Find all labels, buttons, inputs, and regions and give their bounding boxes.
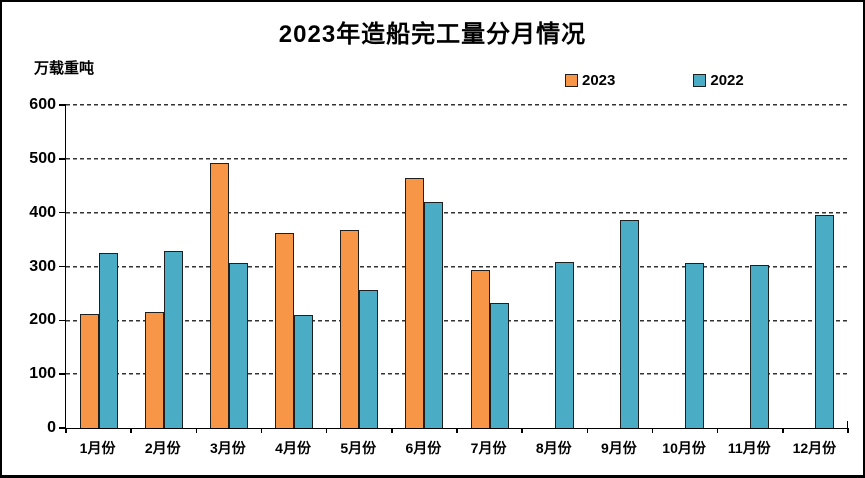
bar-2023-1月份 (79, 314, 99, 428)
bar-2022-5月份 (359, 290, 379, 428)
x-tick-8 (586, 428, 589, 433)
bar-2022-3月份 (228, 262, 248, 428)
y-tick-300 (59, 265, 66, 268)
x-tick-1 (130, 428, 132, 433)
x-axis-label-1月份: 1月份 (79, 440, 116, 456)
x-tick-7 (521, 428, 523, 433)
y-tick-200 (59, 319, 66, 322)
y-axis-label-500: 500 (29, 149, 56, 167)
y-axis-unit-label: 万载重吨 (34, 60, 95, 77)
y-axis-label-600: 600 (29, 96, 56, 113)
legend-item-2022: 2022 (693, 72, 744, 89)
x-tick-2 (195, 428, 198, 433)
y-axis-label-300: 300 (29, 257, 56, 275)
bar-2023-7月份 (470, 269, 490, 428)
gridline-200 (66, 319, 848, 322)
x-tick-5 (391, 428, 393, 433)
x-axis-label-2月份: 2月份 (144, 440, 181, 456)
y-axis-label-100: 100 (29, 365, 56, 383)
legend-swatch-2023 (565, 74, 578, 87)
x-tick-0 (65, 428, 67, 433)
gridline-600 (66, 104, 848, 107)
y-tick-400 (59, 211, 66, 214)
gridline-500 (66, 158, 848, 161)
bar-2022-9月份 (619, 220, 639, 428)
chart-title: 2023年造船完工量分月情况 (278, 21, 587, 48)
gridline-400 (66, 211, 848, 214)
bar-2022-4月份 (294, 314, 314, 428)
y-tick-500 (59, 158, 66, 160)
y-tick-100 (59, 373, 66, 375)
legend-swatch-2022 (693, 74, 707, 87)
x-axis-label-4月份: 4月份 (275, 440, 311, 456)
legend: 2023 2022 (565, 72, 744, 89)
legend-label-2022: 2022 (710, 72, 744, 89)
x-axis-label-8月份: 8月份 (535, 440, 572, 456)
bar-2022-10月份 (685, 262, 705, 428)
x-tick-6 (456, 428, 458, 433)
y-axis-label-200: 200 (29, 311, 56, 329)
bar-2023-4月份 (275, 232, 295, 428)
x-axis-label-12月份: 12月份 (792, 440, 837, 456)
x-tick-3 (260, 428, 263, 433)
x-axis-label-3月份: 3月份 (210, 440, 246, 456)
bar-2023-6月份 (405, 177, 425, 428)
gridline-300 (66, 265, 848, 268)
x-tick-4 (325, 428, 328, 433)
x-tick-10 (716, 428, 719, 433)
x-tick-9 (651, 428, 654, 433)
bar-2022-2月份 (163, 251, 183, 428)
x-axis-label-7月份: 7月份 (470, 440, 507, 456)
bar-2022-6月份 (424, 201, 444, 428)
y-tick-600 (59, 104, 66, 106)
y-tick-0 (59, 427, 66, 429)
y-axis-label-0: 0 (47, 419, 56, 436)
x-axis-label-10月份: 10月份 (662, 440, 706, 456)
x-axis-label-5月份: 5月份 (340, 440, 377, 456)
bar-2022-8月份 (554, 261, 574, 428)
bar-2022-11月份 (750, 265, 770, 428)
axis-right-stub (846, 421, 848, 428)
bar-2022-1月份 (98, 252, 118, 428)
gridline-100 (66, 373, 848, 376)
bar-2022-7月份 (489, 302, 509, 428)
legend-item-2023: 2023 (565, 72, 615, 89)
bar-2023-5月份 (340, 229, 360, 428)
bar-2023-2月份 (144, 312, 164, 428)
x-tick-11 (782, 428, 784, 433)
bar-2023-3月份 (209, 162, 229, 428)
x-axis-label-9月份: 9月份 (601, 440, 637, 456)
x-axis-label-6月份: 6月份 (405, 440, 442, 456)
legend-label-2023: 2023 (582, 72, 616, 89)
y-axis-label-400: 400 (29, 203, 56, 221)
plot-area (59, 104, 849, 433)
x-tick-12 (847, 428, 849, 433)
x-axis-label-11月份: 11月份 (727, 440, 771, 456)
bar-2022-12月份 (815, 215, 835, 428)
